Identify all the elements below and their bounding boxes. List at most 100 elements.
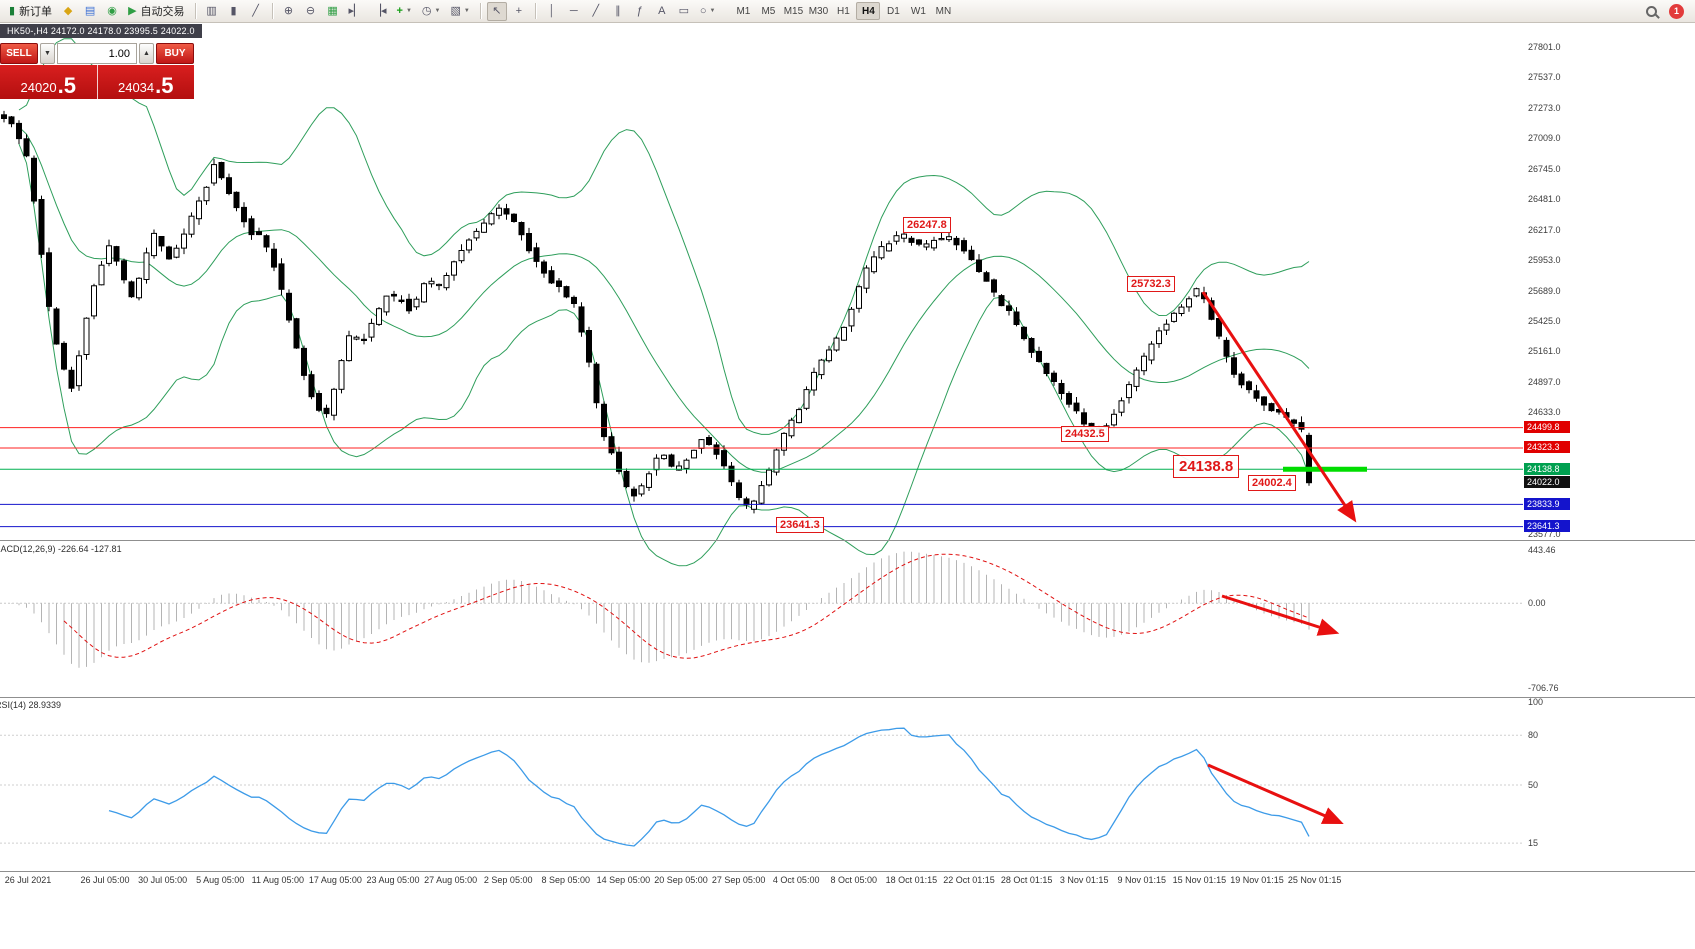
timeframe-w1-button[interactable]: W1 <box>910 5 926 17</box>
volume-increase-button[interactable]: ▲ <box>139 43 154 64</box>
price-chart-pane[interactable] <box>0 24 1695 540</box>
auto-scroll-icon[interactable]: ▸▏ <box>345 2 367 21</box>
price-axis-label: 27273.0 <box>1528 102 1561 113</box>
time-axis-label: 18 Oct 01:15 <box>885 875 938 885</box>
toolbar-separator <box>271 3 273 19</box>
tile-windows-icon[interactable]: ▦ <box>323 2 343 21</box>
timeframe-m30-button[interactable]: M30 <box>808 5 829 17</box>
toolbar-separator <box>194 3 196 19</box>
pane-separator[interactable] <box>0 697 1695 698</box>
buy-price-display[interactable]: 24034 .5 <box>98 65 195 99</box>
price-level-tag: 24022.0 <box>1524 476 1570 489</box>
volume-decrease-button[interactable]: ▼ <box>40 43 55 64</box>
auto-trading-button[interactable]: ▶ 自动交易 <box>124 2 188 21</box>
new-order-button-label: 新订单 <box>19 6 53 18</box>
sell-price-display[interactable]: 24020 .5 <box>0 65 98 99</box>
rsi-indicator-pane[interactable] <box>0 698 1695 871</box>
auto-scroll-icon-glyph: ▸▏ <box>348 4 363 17</box>
price-callout[interactable]: 26247.8 <box>903 217 951 233</box>
main-toolbar: ▮ 新订单 ◆ ▤ ◉ ▶ 自动交易 ▥ ▮ ╱ ⊕ ⊖ ▦ ▸▏ ▕◂ + ▼ ◷ ▼ ▧ ▼ ↖ + │ ─ ╱ ∥ ƒ A ▭ ○ ▼ … <box>0 0 1695 23</box>
price-callout[interactable]: 24432.5 <box>1061 426 1109 442</box>
macd-indicator-pane[interactable] <box>0 541 1695 697</box>
vertical-line-icon[interactable]: │ <box>542 2 562 21</box>
crosshair-icon[interactable]: + <box>509 2 529 21</box>
price-callout[interactable]: 23641.3 <box>776 517 824 533</box>
price-axis-label: 27801.0 <box>1528 42 1561 52</box>
market-watch-icon[interactable]: ▤ <box>80 2 100 21</box>
price-callout[interactable]: 24138.8 <box>1173 455 1240 478</box>
time-axis-label: 4 Oct 05:00 <box>772 875 820 885</box>
time-axis-label: 23 Aug 05:00 <box>366 875 420 885</box>
timeframe-m5-button[interactable]: M5 <box>761 5 776 17</box>
shapes-icon-dropdown[interactable]: ▼ <box>709 8 716 14</box>
timeframe-d1-button[interactable]: D1 <box>887 5 900 17</box>
price-callout[interactable]: 25732.3 <box>1127 276 1175 292</box>
zoom-out-icon[interactable]: ⊖ <box>301 2 321 21</box>
periods-icon-dropdown[interactable]: ▼ <box>434 8 441 14</box>
new-order-button[interactable]: ▮ 新订单 <box>5 2 56 21</box>
pane-separator[interactable] <box>0 871 1695 872</box>
auto-trading-glyph: ▶ <box>128 4 137 17</box>
price-axis-label: 26217.0 <box>1528 224 1561 235</box>
time-axis-label: 26 Jul 2021 <box>4 875 52 885</box>
indicators-icon[interactable]: + ▼ <box>393 2 416 21</box>
text-icon[interactable]: A <box>652 2 672 21</box>
periods-icon[interactable]: ◷ ▼ <box>418 2 445 21</box>
indicators-icon-dropdown[interactable]: ▼ <box>405 8 412 14</box>
volume-input[interactable] <box>57 43 137 64</box>
channel-icon[interactable]: ∥ <box>608 2 628 21</box>
cursor-icon[interactable]: ↖ <box>486 1 507 21</box>
notification-badge[interactable]: 1 <box>1669 3 1684 19</box>
price-level-tag: 24323.3 <box>1524 441 1570 454</box>
pane-separator[interactable] <box>0 540 1695 541</box>
zoom-out-icon-glyph: ⊖ <box>305 4 316 17</box>
horizontal-line-icon[interactable]: ─ <box>564 2 584 21</box>
time-axis-label: 9 Nov 01:15 <box>1117 875 1167 885</box>
toolbar-right-group: 1 <box>1646 3 1690 19</box>
shapes-icon[interactable]: ○ ▼ <box>696 2 720 21</box>
chart-shift-icon-glyph: ▕◂ <box>372 4 387 17</box>
timeframe-toolbar: M1 M5 M15 M30 H1 H4 D1 W1 MN <box>731 2 955 20</box>
fibonacci-icon[interactable]: ƒ <box>630 2 650 21</box>
time-axis-label: 8 Oct 05:00 <box>830 875 878 885</box>
time-axis-label: 3 Nov 01:15 <box>1059 875 1109 885</box>
timeframe-m1-button[interactable]: M1 <box>736 5 751 17</box>
price-callout[interactable]: 24002.4 <box>1248 475 1296 491</box>
time-axis-label: 25 Nov 01:15 <box>1287 875 1342 885</box>
bar-chart-mode-icon[interactable]: ▥ <box>202 2 222 21</box>
templates-icon-dropdown[interactable]: ▼ <box>463 8 470 14</box>
timeframe-h4-button[interactable]: H4 <box>856 2 881 20</box>
time-axis-label: 22 Oct 01:15 <box>943 875 995 885</box>
price-axis-label: 25953.0 <box>1528 255 1561 266</box>
line-chart-mode-icon[interactable]: ╱ <box>246 2 266 21</box>
price-axis-label: 27537.0 <box>1528 72 1561 83</box>
time-axis-label: 11 Aug 05:00 <box>251 875 304 885</box>
search-icon[interactable] <box>1646 5 1657 17</box>
crosshair-icon-glyph: + <box>515 4 523 17</box>
buy-price-fraction: .5 <box>155 73 174 99</box>
time-axis-label: 17 Aug 05:00 <box>308 875 362 885</box>
price-axis-label: 27009.0 <box>1528 133 1561 144</box>
label-icon[interactable]: ▭ <box>674 2 694 21</box>
trendline-icon-glyph: ╱ <box>592 4 600 17</box>
timeframe-mn-button[interactable]: MN <box>935 5 952 17</box>
chart-shift-icon[interactable]: ▕◂ <box>369 2 391 21</box>
sell-button[interactable]: SELL <box>0 43 38 64</box>
candlestick-mode-icon[interactable]: ▮ <box>224 2 244 21</box>
charts-menu-icon[interactable]: ◆ <box>58 2 78 21</box>
timeframe-m15-button[interactable]: M15 <box>783 5 804 17</box>
price-level-tag: 24499.8 <box>1524 421 1570 434</box>
zoom-in-icon[interactable]: ⊕ <box>279 2 299 21</box>
timeframe-h1-button[interactable]: H1 <box>837 5 850 17</box>
zoom-in-icon-glyph: ⊕ <box>283 4 294 17</box>
time-axis-label: 2 Sep 05:00 <box>483 875 533 885</box>
toolbar-separator <box>534 3 536 19</box>
sell-price-fraction: .5 <box>57 73 76 99</box>
indicators-icon-glyph: + <box>396 4 403 17</box>
price-axis-label: 25425.0 <box>1528 315 1561 326</box>
templates-icon[interactable]: ▧ ▼ <box>446 2 473 21</box>
trendline-icon[interactable]: ╱ <box>586 2 606 21</box>
text-icon-glyph: A <box>658 4 666 17</box>
buy-button[interactable]: BUY <box>156 43 194 64</box>
data-window-icon[interactable]: ◉ <box>102 2 122 21</box>
